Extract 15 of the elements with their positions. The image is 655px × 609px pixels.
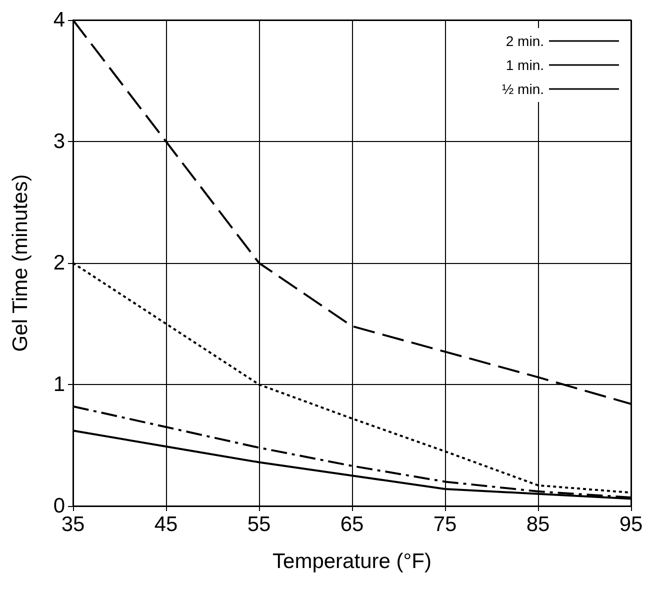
x-axis-title: Temperature (°F) <box>272 550 432 573</box>
x-tick-label: 95 <box>619 513 643 536</box>
x-tick-label: 65 <box>340 513 364 536</box>
x-tick-label: 45 <box>154 513 178 536</box>
legend-label: ½ min. <box>502 81 544 97</box>
y-tick-label: 3 <box>53 130 65 153</box>
x-tick-label: 55 <box>247 513 271 536</box>
x-tick-label: 85 <box>526 513 550 536</box>
y-tick-label: 2 <box>53 252 65 274</box>
legend-label: 2 min. <box>506 33 544 49</box>
y-axis-title: Gel Time (minutes) <box>9 174 32 352</box>
x-tick-label: 75 <box>433 513 457 536</box>
legend-label: 1 min. <box>506 57 544 73</box>
y-tick-label: 1 <box>53 373 65 396</box>
y-tick-label: 4 <box>53 8 66 32</box>
